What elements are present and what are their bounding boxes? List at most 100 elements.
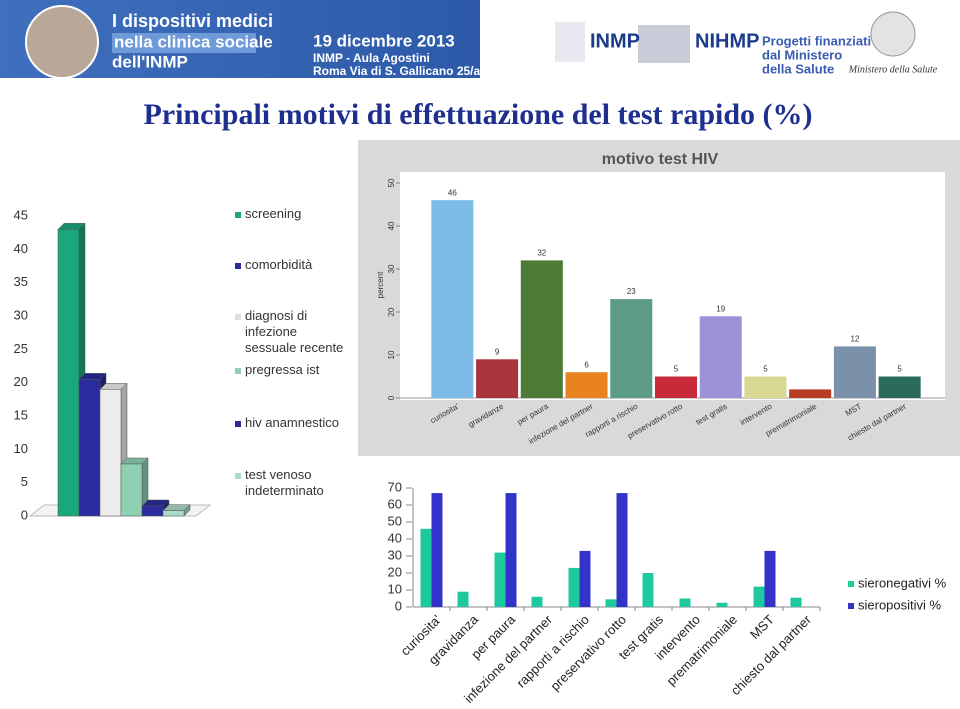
legend-label: test venoso indeterminato (245, 467, 324, 498)
y-axis-label: percent (376, 271, 385, 298)
funding-text: dal Ministero (762, 47, 842, 62)
bar (78, 379, 101, 517)
y-tick-label: 20 (388, 564, 402, 579)
value-label: 6 (584, 360, 589, 369)
bar (679, 598, 691, 607)
bar (494, 552, 506, 607)
legend-swatch (235, 473, 241, 479)
bar (744, 376, 787, 398)
bar (431, 200, 474, 398)
legend-swatch (235, 212, 241, 218)
legend-label: screening (245, 206, 301, 221)
logo-text: NIHMP (695, 30, 759, 52)
bar (476, 359, 519, 398)
y-tick-label: 5 (21, 474, 28, 489)
bar (699, 316, 742, 398)
bar (616, 493, 628, 607)
bar (162, 510, 185, 517)
y-tick-label: 70 (388, 479, 402, 494)
x-tick-label: MST (747, 612, 777, 642)
y-tick-label: 50 (388, 513, 402, 528)
y-tick-label: 0 (21, 507, 28, 522)
bar (568, 567, 580, 607)
legend-label: sieronegativi % (858, 575, 947, 590)
ministry-text: Ministero della Salute (848, 64, 938, 75)
event-title: I dispositivi medici (112, 11, 273, 31)
y-tick-label: 0 (387, 395, 396, 400)
bar (579, 550, 591, 607)
y-tick-label: 45 (14, 207, 28, 222)
bar (57, 229, 80, 517)
bar (610, 299, 653, 398)
y-tick-label: 10 (14, 441, 28, 456)
logo-building (638, 25, 690, 63)
y-tick-label: 30 (388, 547, 402, 562)
y-tick-label: 40 (387, 221, 396, 230)
bar (520, 260, 563, 398)
legend-label: hiv anamnestico (245, 415, 339, 430)
y-tick-label: 0 (395, 598, 402, 613)
y-tick-label: 10 (388, 581, 402, 596)
bar (120, 463, 143, 517)
bar (654, 376, 698, 398)
funding-text: della Salute (762, 61, 834, 76)
legend-swatch (848, 603, 854, 609)
bar (642, 573, 654, 607)
emblem (870, 11, 916, 57)
value-label: 9 (495, 347, 500, 356)
legend-label: sieropositivi % (858, 597, 942, 612)
y-tick-label: 30 (387, 264, 396, 273)
y-tick-label: 30 (14, 307, 28, 322)
bar (531, 596, 543, 607)
bar (790, 597, 802, 607)
y-tick-label: 35 (14, 274, 28, 289)
y-tick-label: 40 (14, 241, 28, 256)
bar (716, 602, 728, 607)
bar (99, 389, 122, 517)
value-label: 5 (897, 365, 902, 374)
value-label: 5 (674, 365, 679, 374)
bar (753, 586, 765, 607)
value-label: 23 (627, 287, 636, 296)
bar (605, 599, 617, 607)
value-label: 46 (448, 188, 457, 197)
bar (833, 346, 876, 398)
legend-swatch (235, 314, 241, 320)
value-label: 32 (537, 249, 546, 258)
y-tick-label: 50 (387, 178, 396, 187)
legend-label: pregressa ist (245, 362, 320, 377)
y-tick-label: 40 (388, 530, 402, 545)
chart-title: motivo test HIV (602, 151, 719, 168)
bar (141, 505, 164, 517)
bar (565, 372, 608, 398)
legend-swatch (235, 368, 241, 374)
event-venue: INMP - Aula Agostini (313, 51, 430, 65)
legend-swatch (235, 421, 241, 427)
banner-photo (25, 5, 99, 79)
y-tick-label: 60 (388, 496, 402, 511)
legend-label: diagnosi di infezione sessuale recente (245, 308, 343, 355)
logo-block (555, 22, 585, 62)
logo-text: INMP (590, 30, 640, 52)
event-date: 19 dicembre 2013 (313, 31, 455, 50)
legend-swatch (848, 581, 854, 587)
event-address: Roma Via di S. Gallicano 25/a (313, 64, 481, 78)
y-tick-label: 15 (14, 407, 28, 422)
value-label: 19 (716, 304, 725, 313)
value-label: 12 (850, 335, 859, 344)
y-tick-label: 20 (387, 307, 396, 316)
event-title: nella clinica sociale (114, 32, 273, 51)
value-label: 5 (763, 365, 768, 374)
legend-label: comorbidità (245, 257, 313, 272)
y-tick-label: 10 (387, 350, 396, 359)
event-title: dell'INMP (112, 52, 188, 71)
bar (789, 389, 832, 398)
bar (457, 591, 469, 607)
bar (505, 493, 517, 607)
bar (764, 550, 776, 607)
funding-text: Progetti finanziati (762, 33, 871, 48)
legend-swatch (235, 263, 241, 269)
highlight-box (112, 33, 256, 53)
